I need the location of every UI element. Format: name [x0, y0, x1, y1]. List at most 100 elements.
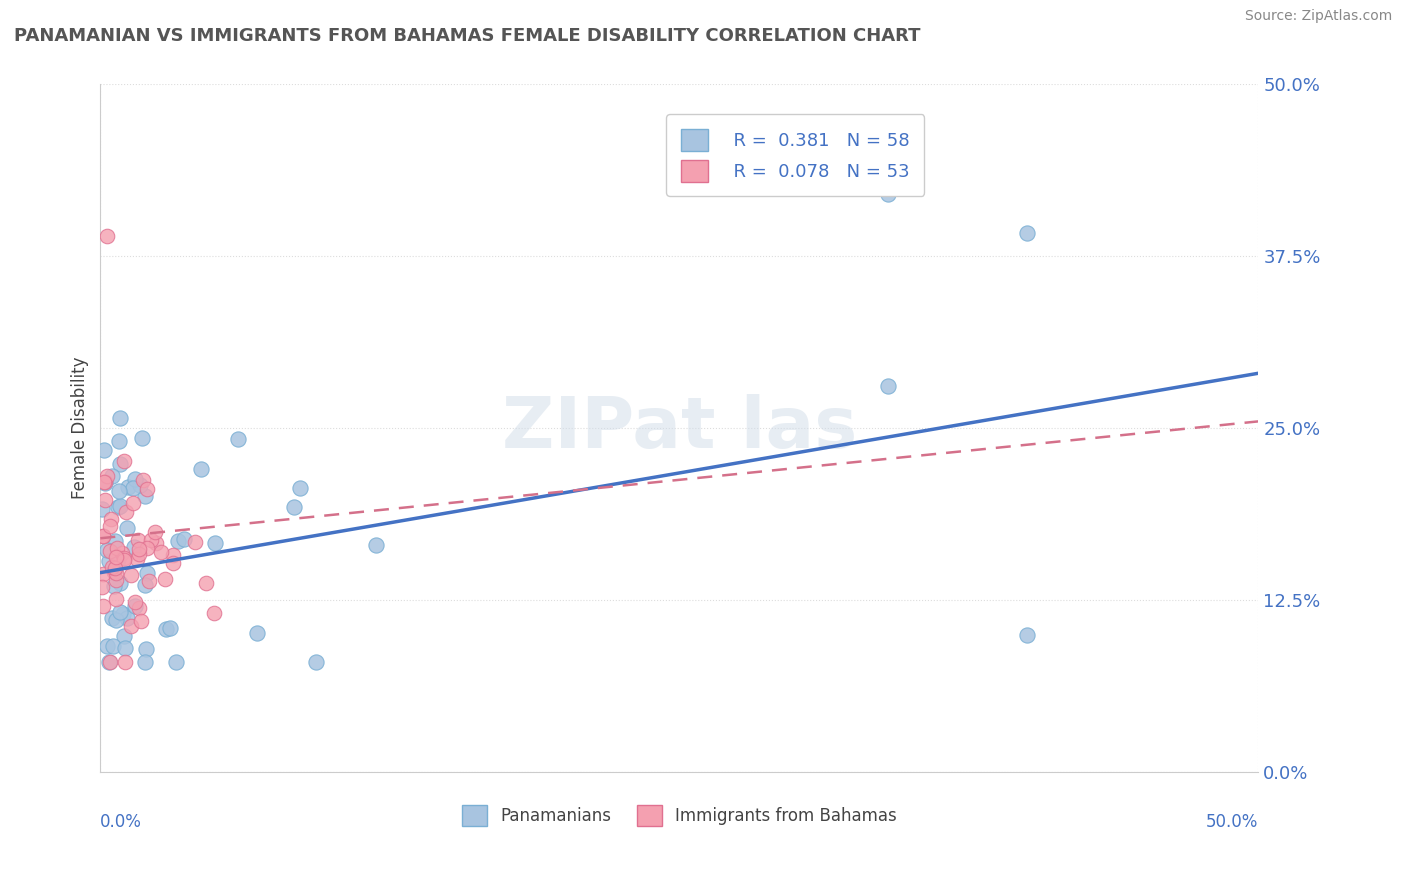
Panamanians	[104, 613, 127, 627]
Panamanians	[103, 639, 125, 653]
Panamanians	[108, 605, 131, 619]
Panamanians	[93, 476, 115, 491]
Immigrants from Bahamas	[105, 541, 128, 555]
Immigrants from Bahamas	[162, 556, 184, 570]
Panamanians	[110, 457, 132, 471]
Immigrants from Bahamas	[115, 505, 138, 519]
Immigrants from Bahamas	[105, 549, 128, 564]
Immigrants from Bahamas	[104, 592, 127, 607]
Immigrants from Bahamas	[136, 541, 159, 556]
Legend: Panamanians, Immigrants from Bahamas: Panamanians, Immigrants from Bahamas	[456, 799, 903, 832]
Panamanians	[134, 489, 156, 503]
Panamanians	[159, 621, 181, 635]
Text: ZIPat las: ZIPat las	[502, 393, 858, 463]
Immigrants from Bahamas	[131, 474, 153, 488]
Panamanians	[226, 432, 249, 446]
Panamanians	[98, 554, 121, 568]
Panamanians	[122, 481, 145, 495]
Immigrants from Bahamas	[100, 560, 122, 574]
Immigrants from Bahamas	[105, 549, 128, 563]
Panamanians	[101, 469, 124, 483]
Text: 50.0%: 50.0%	[1206, 814, 1258, 831]
Immigrants from Bahamas	[96, 228, 118, 243]
Panamanians	[93, 443, 115, 458]
Immigrants from Bahamas	[204, 606, 226, 620]
Panamanians	[96, 543, 118, 558]
Immigrants from Bahamas	[122, 496, 145, 510]
Text: 0.0%: 0.0%	[100, 814, 142, 831]
Panamanians	[124, 599, 146, 614]
Immigrants from Bahamas	[94, 493, 117, 508]
Panamanians	[114, 640, 136, 655]
Panamanians	[96, 639, 118, 653]
Immigrants from Bahamas	[120, 619, 142, 633]
Immigrants from Bahamas	[93, 475, 115, 489]
Immigrants from Bahamas	[96, 469, 118, 483]
Immigrants from Bahamas	[100, 511, 122, 525]
Immigrants from Bahamas	[91, 566, 114, 581]
Panamanians	[108, 411, 131, 425]
Immigrants from Bahamas	[112, 454, 135, 468]
Immigrants from Bahamas	[135, 482, 157, 496]
Panamanians	[115, 610, 138, 624]
Panamanians	[103, 564, 125, 578]
Panamanians	[104, 533, 127, 548]
Panamanians	[107, 551, 129, 566]
Panamanians	[290, 481, 312, 495]
Immigrants from Bahamas	[138, 574, 160, 589]
Immigrants from Bahamas	[103, 565, 125, 579]
Panamanians	[246, 625, 269, 640]
Panamanians	[112, 607, 135, 622]
Immigrants from Bahamas	[98, 655, 121, 669]
Panamanians	[131, 431, 153, 445]
Immigrants from Bahamas	[114, 655, 136, 669]
Panamanians	[112, 629, 135, 643]
Immigrants from Bahamas	[127, 533, 149, 548]
Immigrants from Bahamas	[112, 553, 135, 567]
Panamanians	[364, 538, 387, 552]
Panamanians	[98, 655, 121, 669]
Panamanians	[173, 532, 195, 546]
Immigrants from Bahamas	[162, 549, 184, 563]
Immigrants from Bahamas	[129, 614, 152, 628]
Immigrants from Bahamas	[91, 529, 114, 543]
Panamanians	[108, 499, 131, 513]
Immigrants from Bahamas	[111, 546, 134, 560]
Text: PANAMANIAN VS IMMIGRANTS FROM BAHAMAS FEMALE DISABILITY CORRELATION CHART: PANAMANIAN VS IMMIGRANTS FROM BAHAMAS FE…	[14, 27, 921, 45]
Panamanians	[101, 611, 124, 625]
Panamanians	[204, 536, 226, 550]
Panamanians	[108, 434, 131, 448]
Panamanians	[135, 566, 157, 581]
Immigrants from Bahamas	[143, 524, 166, 539]
Immigrants from Bahamas	[105, 566, 128, 581]
Panamanians	[103, 579, 125, 593]
Immigrants from Bahamas	[141, 533, 163, 547]
Panamanians	[876, 378, 898, 392]
Panamanians	[155, 623, 177, 637]
Immigrants from Bahamas	[120, 568, 142, 582]
Panamanians	[129, 477, 152, 491]
Panamanians	[165, 655, 187, 669]
Panamanians	[1015, 226, 1038, 240]
Panamanians	[107, 500, 129, 515]
Panamanians	[283, 500, 305, 514]
Immigrants from Bahamas	[145, 536, 167, 550]
Panamanians	[134, 655, 156, 669]
Immigrants from Bahamas	[91, 529, 114, 543]
Immigrants from Bahamas	[91, 599, 114, 613]
Panamanians	[108, 483, 131, 498]
Immigrants from Bahamas	[184, 535, 207, 549]
Immigrants from Bahamas	[128, 542, 150, 557]
Immigrants from Bahamas	[104, 561, 127, 575]
Immigrants from Bahamas	[94, 475, 117, 489]
Panamanians	[134, 578, 156, 592]
Panamanians	[135, 641, 157, 656]
Panamanians	[124, 540, 146, 554]
Panamanians	[117, 480, 139, 494]
Immigrants from Bahamas	[98, 519, 121, 533]
Immigrants from Bahamas	[194, 576, 217, 591]
Immigrants from Bahamas	[124, 594, 146, 608]
Panamanians	[124, 472, 146, 486]
Panamanians	[167, 533, 190, 548]
Text: Source: ZipAtlas.com: Source: ZipAtlas.com	[1244, 9, 1392, 23]
